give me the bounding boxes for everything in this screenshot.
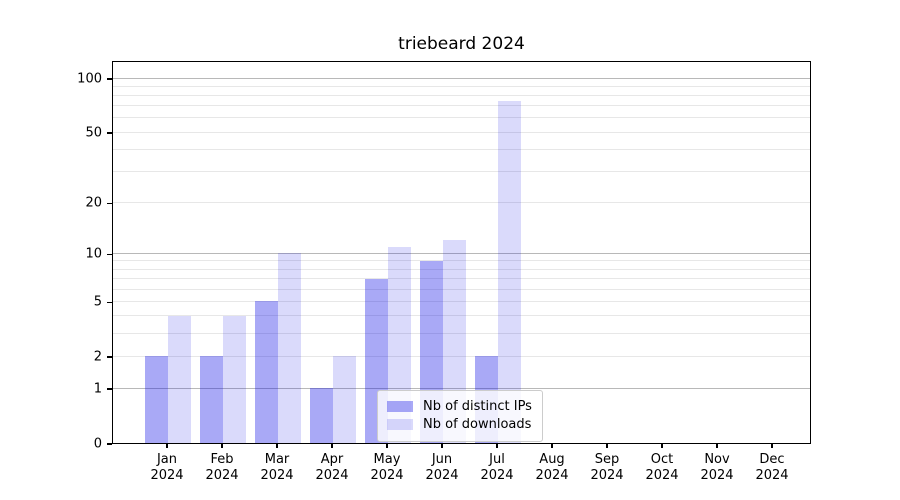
x-tick-mark	[551, 444, 553, 448]
bar-distinct-ips-jan	[145, 356, 168, 443]
bar-downloads-mar	[278, 253, 301, 443]
x-tick-mark	[166, 444, 168, 448]
x-tick-label: Apr 2024	[315, 452, 349, 483]
gridline-minor	[113, 201, 810, 203]
gridline-minor	[113, 131, 810, 133]
gridline-minor	[113, 260, 810, 262]
bar-downloads-jan	[168, 315, 191, 443]
gridline-major	[113, 387, 810, 389]
gridline-minor	[113, 85, 810, 87]
legend-item-downloads: Nb of downloads	[387, 417, 532, 432]
bar-distinct-ips-feb	[200, 356, 223, 443]
y-tick-label: 10	[85, 246, 102, 262]
gridline-minor	[113, 278, 810, 280]
bar-downloads-jul	[498, 100, 521, 443]
y-tick-label: 5	[93, 294, 102, 310]
y-tick-mark	[107, 388, 112, 390]
legend: Nb of distinct IPs Nb of downloads	[377, 390, 543, 442]
chart-title: triebeard 2024	[398, 34, 525, 54]
gridline-minor	[113, 268, 810, 270]
x-tick-mark	[496, 444, 498, 448]
gridline-major	[113, 252, 810, 254]
y-tick-label: 50	[85, 125, 102, 141]
x-tick-label: Mar 2024	[260, 452, 294, 483]
x-tick-mark	[606, 444, 608, 448]
x-tick-label: May 2024	[370, 452, 404, 483]
y-tick-label: 2	[93, 349, 102, 365]
legend-item-distinct-ips: Nb of distinct IPs	[387, 399, 532, 414]
y-tick-label: 0	[93, 436, 102, 452]
gridline-minor	[113, 288, 810, 290]
y-tick-label: 1	[93, 381, 102, 397]
y-tick-mark	[107, 132, 112, 134]
gridline-minor	[113, 95, 810, 97]
gridline-minor	[113, 332, 810, 334]
gridline-minor	[113, 148, 810, 150]
y-tick-mark	[107, 202, 112, 205]
gridline-major	[113, 77, 810, 79]
x-tick-label: Oct 2024	[645, 452, 679, 483]
x-tick-mark	[441, 444, 443, 448]
x-tick-label: Jul 2024	[480, 452, 514, 483]
legend-label: Nb of distinct IPs	[423, 399, 532, 414]
x-tick-label: Aug 2024	[535, 452, 569, 483]
gridline-minor	[113, 117, 810, 119]
x-tick-label: Nov 2024	[700, 452, 734, 483]
x-tick-mark	[386, 444, 388, 448]
x-tick-mark	[771, 444, 773, 448]
bar-downloads-apr	[333, 356, 356, 443]
gridline-minor	[113, 300, 810, 302]
y-tick-mark	[107, 301, 112, 304]
y-tick-mark	[107, 253, 112, 256]
bar-downloads-feb	[223, 315, 246, 443]
x-tick-label: Jan 2024	[150, 452, 184, 483]
x-tick-mark	[331, 444, 333, 448]
legend-swatch-downloads	[387, 419, 413, 430]
bar-distinct-ips-mar	[255, 301, 278, 443]
x-tick-mark	[716, 444, 718, 448]
x-tick-label: Dec 2024	[755, 452, 789, 483]
y-tick-mark	[107, 356, 112, 358]
gridline-minor	[113, 171, 810, 172]
legend-swatch-distinct-ips	[387, 401, 413, 412]
x-tick-label: Feb 2024	[205, 452, 239, 483]
legend-label: Nb of downloads	[423, 417, 532, 432]
y-tick-mark	[107, 443, 112, 445]
gridline-minor	[113, 105, 810, 107]
x-tick-mark	[661, 444, 663, 448]
x-tick-label: Jun 2024	[425, 452, 459, 483]
x-tick-mark	[276, 444, 278, 448]
gridline-minor	[113, 315, 810, 317]
y-tick-mark	[107, 78, 112, 80]
gridline-minor	[113, 355, 810, 357]
y-tick-label: 100	[77, 71, 102, 87]
x-tick-label: Sep 2024	[590, 452, 624, 483]
y-tick-label: 20	[85, 195, 102, 211]
bar-distinct-ips-apr	[310, 388, 333, 443]
x-tick-mark	[221, 444, 223, 448]
plot-area	[112, 61, 811, 444]
